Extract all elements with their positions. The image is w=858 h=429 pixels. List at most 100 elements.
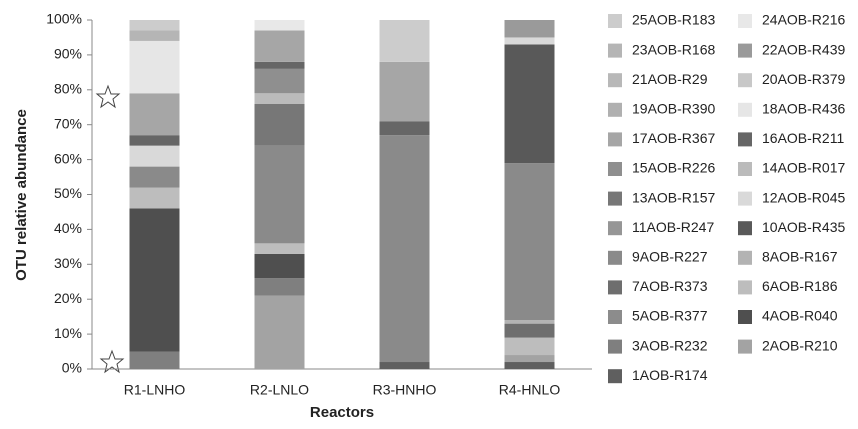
legend-label: 3AOB-R232 xyxy=(632,337,708,353)
legend-label: 24AOB-R216 xyxy=(762,12,845,28)
legend-label: 13AOB-R157 xyxy=(632,189,715,205)
bar-segment xyxy=(504,355,555,363)
legend-swatch xyxy=(608,221,622,236)
bar-segment xyxy=(129,40,180,94)
bar-segment xyxy=(254,61,305,69)
legend-label: 2AOB-R210 xyxy=(762,337,838,353)
bar-segment xyxy=(129,135,180,146)
bar-segment xyxy=(254,278,305,296)
legend-label: 22AOB-R439 xyxy=(762,41,845,57)
legend-swatch xyxy=(738,14,752,28)
legend-label: 23AOB-R168 xyxy=(632,41,715,57)
legend-label: 25AOB-R183 xyxy=(632,12,715,28)
legend-label: 5AOB-R377 xyxy=(632,308,708,324)
legend-label: 7AOB-R373 xyxy=(632,278,708,294)
y-tick-label: 70% xyxy=(54,115,82,131)
legend-swatch xyxy=(738,339,752,354)
legend-label: 9AOB-R227 xyxy=(632,249,708,265)
bar-segment xyxy=(379,61,430,122)
legend-label: 18AOB-R436 xyxy=(762,101,845,117)
bar-segment xyxy=(504,320,555,324)
legend-label: 12AOB-R045 xyxy=(762,189,845,205)
legend-swatch xyxy=(608,310,622,324)
legend-swatch xyxy=(738,162,752,176)
legend-label: 19AOB-R390 xyxy=(632,101,715,117)
star-marker xyxy=(95,84,121,109)
y-tick-label: 60% xyxy=(54,150,82,166)
y-tick-label: 10% xyxy=(54,325,82,341)
legend-swatch xyxy=(608,250,622,265)
y-tick-label: 50% xyxy=(54,185,82,201)
bar-segment xyxy=(379,135,430,363)
star-marker xyxy=(99,349,125,374)
legend-label: 8AOB-R167 xyxy=(762,249,838,265)
x-tick-label: R3-HNHO xyxy=(373,382,437,398)
legend-swatch xyxy=(608,73,622,88)
legend-swatch xyxy=(738,43,752,58)
legend-swatch xyxy=(738,250,752,265)
bar-segment xyxy=(254,295,305,369)
bar-segment xyxy=(504,323,555,338)
bar-segment xyxy=(129,20,180,31)
legend-label: 21AOB-R29 xyxy=(632,71,708,87)
legend-swatch xyxy=(608,339,622,354)
legend-swatch xyxy=(738,102,752,117)
x-tick-label: R4-HNLO xyxy=(499,382,561,398)
bar-segment xyxy=(254,145,305,244)
bar-segment xyxy=(129,208,180,352)
x-tick-label: R1-LNHO xyxy=(124,382,186,398)
bar-segment xyxy=(254,103,305,146)
legend-label: 1AOB-R174 xyxy=(632,367,708,383)
bar-segment xyxy=(254,20,305,31)
legend-label: 20AOB-R379 xyxy=(762,71,845,87)
bar-segment xyxy=(129,187,180,209)
legend-swatch xyxy=(608,14,622,28)
legend-swatch xyxy=(608,162,622,176)
y-tick-label: 90% xyxy=(54,46,82,62)
y-tick-label: 20% xyxy=(54,290,82,306)
legend-swatch xyxy=(738,310,752,324)
x-axis-title: Reactors xyxy=(310,404,374,421)
y-tick-label: 100% xyxy=(46,11,82,27)
legend-label: 15AOB-R226 xyxy=(632,160,715,176)
y-tick-label: 30% xyxy=(54,255,82,271)
legend-label: 14AOB-R017 xyxy=(762,160,845,176)
legend-swatch xyxy=(608,280,622,295)
bar-segment xyxy=(504,37,555,45)
x-tick-label: R2-LNLO xyxy=(250,382,309,398)
bar-segment xyxy=(504,163,555,321)
bar-segment xyxy=(254,68,305,94)
legend-label: 4AOB-R040 xyxy=(762,308,838,324)
legend-swatch xyxy=(608,132,622,147)
legend-swatch xyxy=(738,280,752,295)
legend-swatch xyxy=(738,132,752,147)
bar-segment xyxy=(254,243,305,254)
legend-swatch xyxy=(738,221,752,236)
bar-segment xyxy=(504,20,555,38)
bar-segment xyxy=(379,121,430,136)
bar-segment xyxy=(379,20,430,62)
bar-segment xyxy=(504,44,555,164)
bar-segment xyxy=(129,166,180,188)
legend-label: 10AOB-R435 xyxy=(762,219,845,235)
legend-label: 17AOB-R367 xyxy=(632,130,715,146)
y-tick-label: 0% xyxy=(62,360,82,376)
bar-segment xyxy=(129,30,180,41)
bar-segment xyxy=(254,253,305,279)
bar-segment xyxy=(129,145,180,167)
bar-segment xyxy=(254,93,305,104)
y-axis-title: OTU relative abundance xyxy=(13,109,30,281)
legend-swatch xyxy=(738,73,752,88)
y-tick-label: 40% xyxy=(54,220,82,236)
legend-swatch xyxy=(608,369,622,384)
bar-segment xyxy=(254,30,305,62)
bar-segment xyxy=(129,93,180,136)
legend-swatch xyxy=(608,102,622,117)
legend-swatch xyxy=(608,43,622,58)
bar-segment xyxy=(129,351,180,369)
legend-label: 16AOB-R211 xyxy=(762,130,844,146)
legend-label: 11AOB-R247 xyxy=(632,219,714,235)
y-tick-label: 80% xyxy=(54,81,82,97)
bar-segment xyxy=(504,362,555,369)
